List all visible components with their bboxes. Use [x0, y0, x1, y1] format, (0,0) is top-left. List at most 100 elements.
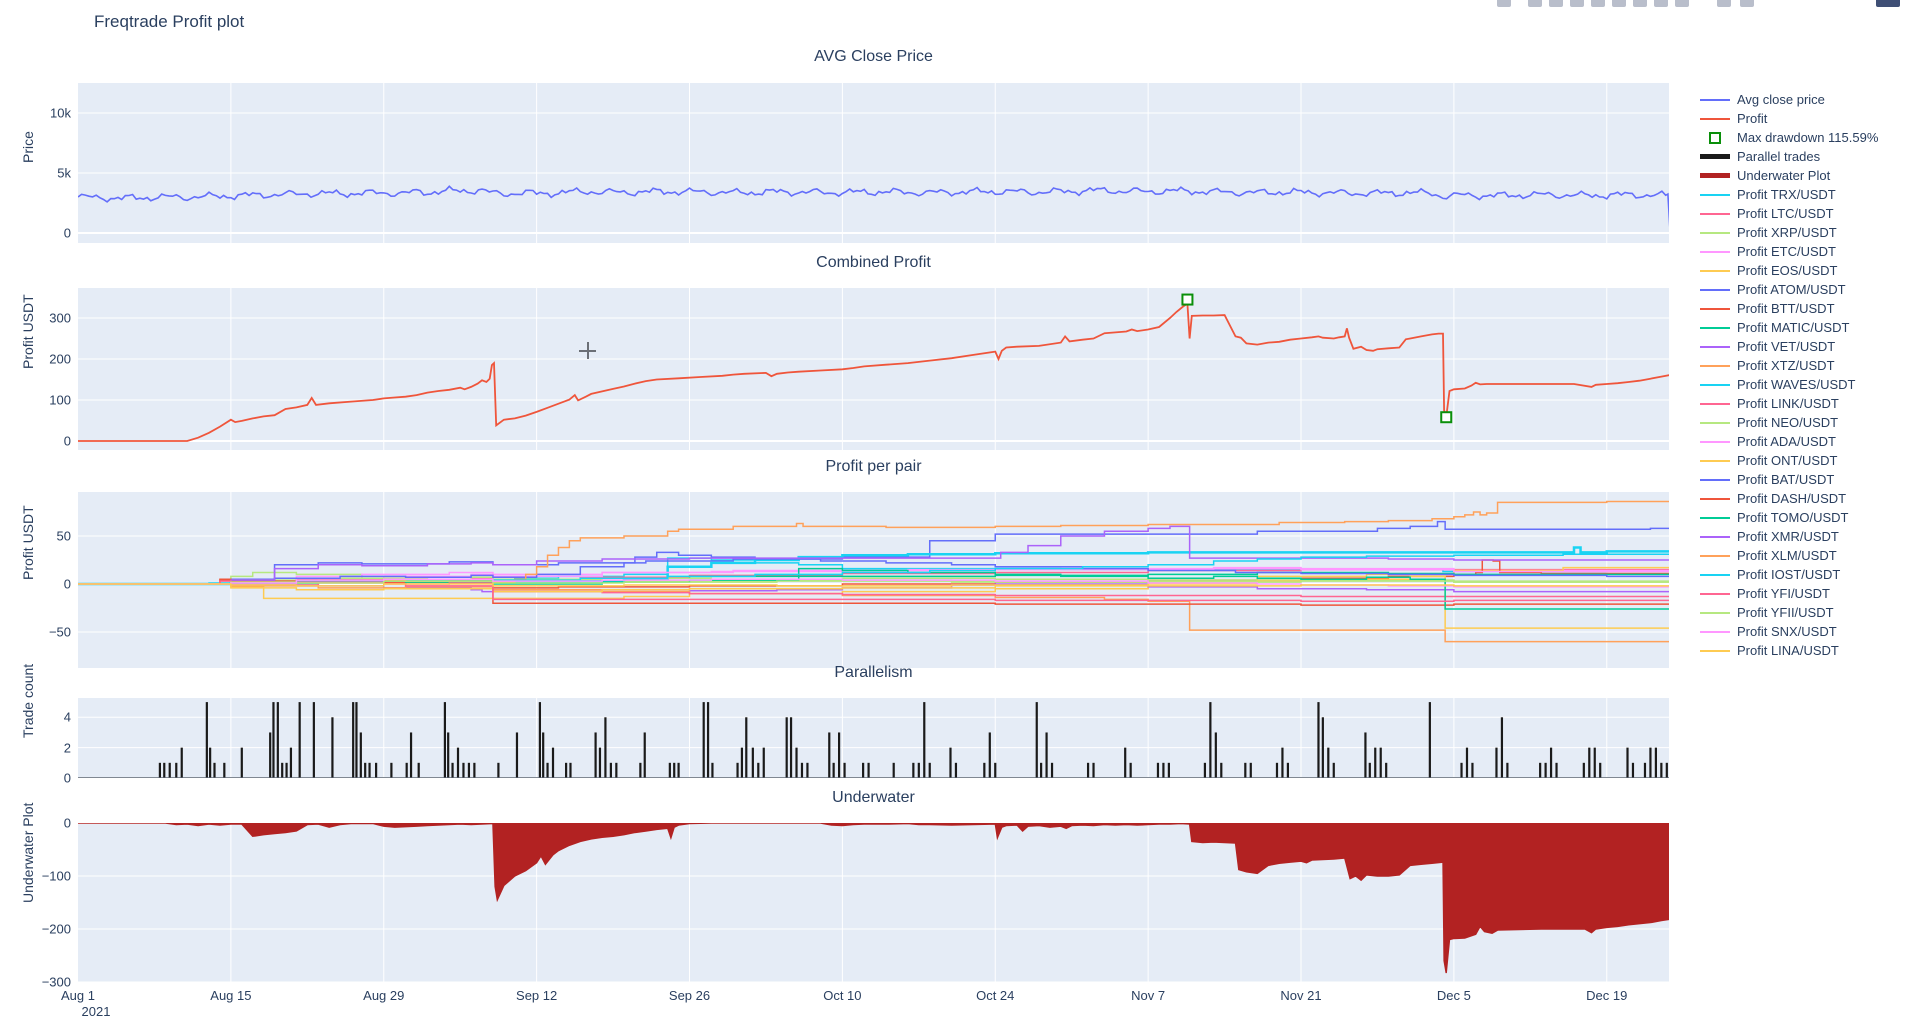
trade-count-bar — [711, 762, 714, 778]
series-profit-lina-usdt[interactable] — [78, 583, 1672, 587]
legend-item-profit-bat-usdt[interactable]: Profit BAT/USDT — [1700, 470, 1908, 489]
legend-line-swatch-icon — [1700, 154, 1732, 159]
series-profit-xmr-usdt[interactable] — [78, 525, 1672, 585]
trade-count-bar — [175, 762, 178, 778]
legend-item-profit-ltc-usdt[interactable]: Profit LTC/USDT — [1700, 204, 1908, 223]
plot-area-parallelism[interactable] — [78, 698, 1669, 778]
trade-count-bar — [1045, 732, 1048, 778]
legend-item-profit[interactable]: Profit — [1700, 109, 1908, 128]
legend-line-swatch-icon — [1700, 98, 1732, 101]
modebar-button-box-select-icon[interactable] — [1570, 0, 1584, 7]
subplot-title-parallelism: Parallelism — [834, 664, 913, 681]
legend-label: Profit XTZ/USDT — [1737, 358, 1835, 373]
modebar-button-hover-closest-icon[interactable] — [1740, 0, 1754, 7]
legend-item-underwater-plot[interactable]: Underwater Plot — [1700, 166, 1908, 185]
series-profit-tomo-usdt[interactable] — [78, 567, 1672, 610]
trade-count-bar — [405, 762, 408, 778]
legend-label: Profit MATIC/USDT — [1737, 320, 1850, 335]
series-profit[interactable] — [78, 301, 1679, 442]
series-underwater-plot[interactable] — [78, 823, 1679, 974]
legend-item-profit-xlm-usdt[interactable]: Profit XLM/USDT — [1700, 546, 1908, 565]
y-tick-combined_profit: 0 — [63, 433, 71, 449]
series-profit-atom-usdt[interactable] — [78, 520, 1672, 585]
trade-count-bar — [828, 732, 831, 778]
trade-count-bar — [359, 732, 362, 778]
y-tick-parallelism: 4 — [63, 709, 71, 725]
legend-item-profit-atom-usdt[interactable]: Profit ATOM/USDT — [1700, 280, 1908, 299]
legend-item-profit-yfii-usdt[interactable]: Profit YFII/USDT — [1700, 603, 1908, 622]
legend-line-swatch-icon — [1700, 250, 1732, 253]
subplot-profit_per_pair[interactable] — [78, 492, 1672, 668]
legend-item-avg-close-price[interactable]: Avg close price — [1700, 90, 1908, 109]
max-drawdown-marker[interactable] — [1440, 411, 1453, 424]
legend-item-profit-link-usdt[interactable]: Profit LINK/USDT — [1700, 394, 1908, 413]
legend-item-profit-eos-usdt[interactable]: Profit EOS/USDT — [1700, 261, 1908, 280]
modebar-button-pan-icon[interactable] — [1549, 0, 1563, 7]
subplot-title-underwater: Underwater — [832, 789, 915, 806]
plot-area-avg_close_price[interactable] — [78, 83, 1669, 243]
legend-item-profit-trx-usdt[interactable]: Profit TRX/USDT — [1700, 185, 1908, 204]
y-tick-underwater: 0 — [63, 815, 71, 831]
series-profit-link-usdt[interactable] — [78, 582, 1672, 598]
trade-count-bar — [615, 762, 618, 778]
modebar-button-toggle-spikelines-icon[interactable] — [1717, 0, 1731, 7]
legend-item-profit-ont-usdt[interactable]: Profit ONT/USDT — [1700, 451, 1908, 470]
plot-area-combined_profit[interactable] — [78, 288, 1669, 450]
legend-item-parallel-trades[interactable]: Parallel trades — [1700, 147, 1908, 166]
legend-item-profit-xrp-usdt[interactable]: Profit XRP/USDT — [1700, 223, 1908, 242]
y-tick-profit_per_pair: 50 — [56, 528, 71, 544]
legend-item-profit-yfi-usdt[interactable]: Profit YFI/USDT — [1700, 584, 1908, 603]
trade-count-bar — [1374, 747, 1377, 778]
legend-item-profit-waves-usdt[interactable]: Profit WAVES/USDT — [1700, 375, 1908, 394]
plotly-logo[interactable] — [1876, 0, 1900, 7]
legend-item-profit-ada-usdt[interactable]: Profit ADA/USDT — [1700, 432, 1908, 451]
trade-count-bar — [706, 702, 710, 778]
trade-count-bar — [1544, 762, 1547, 778]
trade-count-bar — [917, 762, 920, 778]
trade-count-bar — [892, 762, 895, 778]
trade-count-bar — [1281, 747, 1284, 778]
legend-item-max-drawdown-115-59-[interactable]: Max drawdown 115.59% — [1700, 128, 1908, 147]
legend-line-swatch-icon — [1700, 231, 1732, 234]
modebar-button-lasso-select-icon[interactable] — [1591, 0, 1605, 7]
series-avg-close-price[interactable] — [78, 84, 1671, 233]
legend-item-profit-dash-usdt[interactable]: Profit DASH/USDT — [1700, 489, 1908, 508]
modebar-button-zoom-out-icon[interactable] — [1633, 0, 1647, 7]
modebar-button-reset-axes-icon[interactable] — [1675, 0, 1689, 7]
modebar-button-zoom-in-icon[interactable] — [1612, 0, 1626, 7]
trade-count-bar — [473, 762, 476, 778]
legend-item-profit-vet-usdt[interactable]: Profit VET/USDT — [1700, 337, 1908, 356]
trade-count-bar — [988, 732, 991, 778]
legend-item-profit-matic-usdt[interactable]: Profit MATIC/USDT — [1700, 318, 1908, 337]
legend-item-profit-tomo-usdt[interactable]: Profit TOMO/USDT — [1700, 508, 1908, 527]
modebar-button-camera-icon[interactable] — [1497, 0, 1511, 7]
y-tick-avg_close_price: 10k — [50, 105, 71, 121]
legend-label: Profit XRP/USDT — [1737, 225, 1837, 240]
series-profit-ada-usdt[interactable] — [78, 567, 1672, 585]
max-drawdown-marker[interactable] — [1181, 293, 1194, 306]
trade-count-bar — [285, 762, 288, 778]
series-profit-xlm-usdt[interactable] — [78, 500, 1672, 585]
legend: Avg close price Profit Max drawdown 115.59… — [1700, 90, 1908, 660]
legend-line-swatch-icon — [1700, 497, 1732, 500]
legend-item-profit-snx-usdt[interactable]: Profit SNX/USDT — [1700, 622, 1908, 641]
series-profit-eos-usdt[interactable] — [78, 565, 1672, 600]
subplot-underwater[interactable] — [78, 822, 1679, 983]
legend-item-profit-btt-usdt[interactable]: Profit BTT/USDT — [1700, 299, 1908, 318]
trade-count-bar — [1321, 717, 1324, 778]
subplot-parallelism[interactable] — [78, 698, 1669, 779]
modebar-button-zoom-icon[interactable] — [1528, 0, 1542, 7]
modebar-button-autoscale-icon[interactable] — [1654, 0, 1668, 7]
legend-item-profit-xmr-usdt[interactable]: Profit XMR/USDT — [1700, 527, 1908, 546]
series-profit-bat-usdt[interactable] — [78, 551, 1672, 585]
legend-item-profit-neo-usdt[interactable]: Profit NEO/USDT — [1700, 413, 1908, 432]
legend-item-profit-lina-usdt[interactable]: Profit LINA/USDT — [1700, 641, 1908, 660]
legend-item-profit-iost-usdt[interactable]: Profit IOST/USDT — [1700, 565, 1908, 584]
legend-item-profit-xtz-usdt[interactable]: Profit XTZ/USDT — [1700, 356, 1908, 375]
trade-count-bar — [745, 717, 748, 778]
subplot-combined_profit[interactable] — [78, 288, 1679, 450]
legend-item-profit-etc-usdt[interactable]: Profit ETC/USDT — [1700, 242, 1908, 261]
subplot-title-avg_close_price: AVG Close Price — [814, 48, 933, 65]
subplot-avg_close_price[interactable] — [78, 83, 1671, 243]
